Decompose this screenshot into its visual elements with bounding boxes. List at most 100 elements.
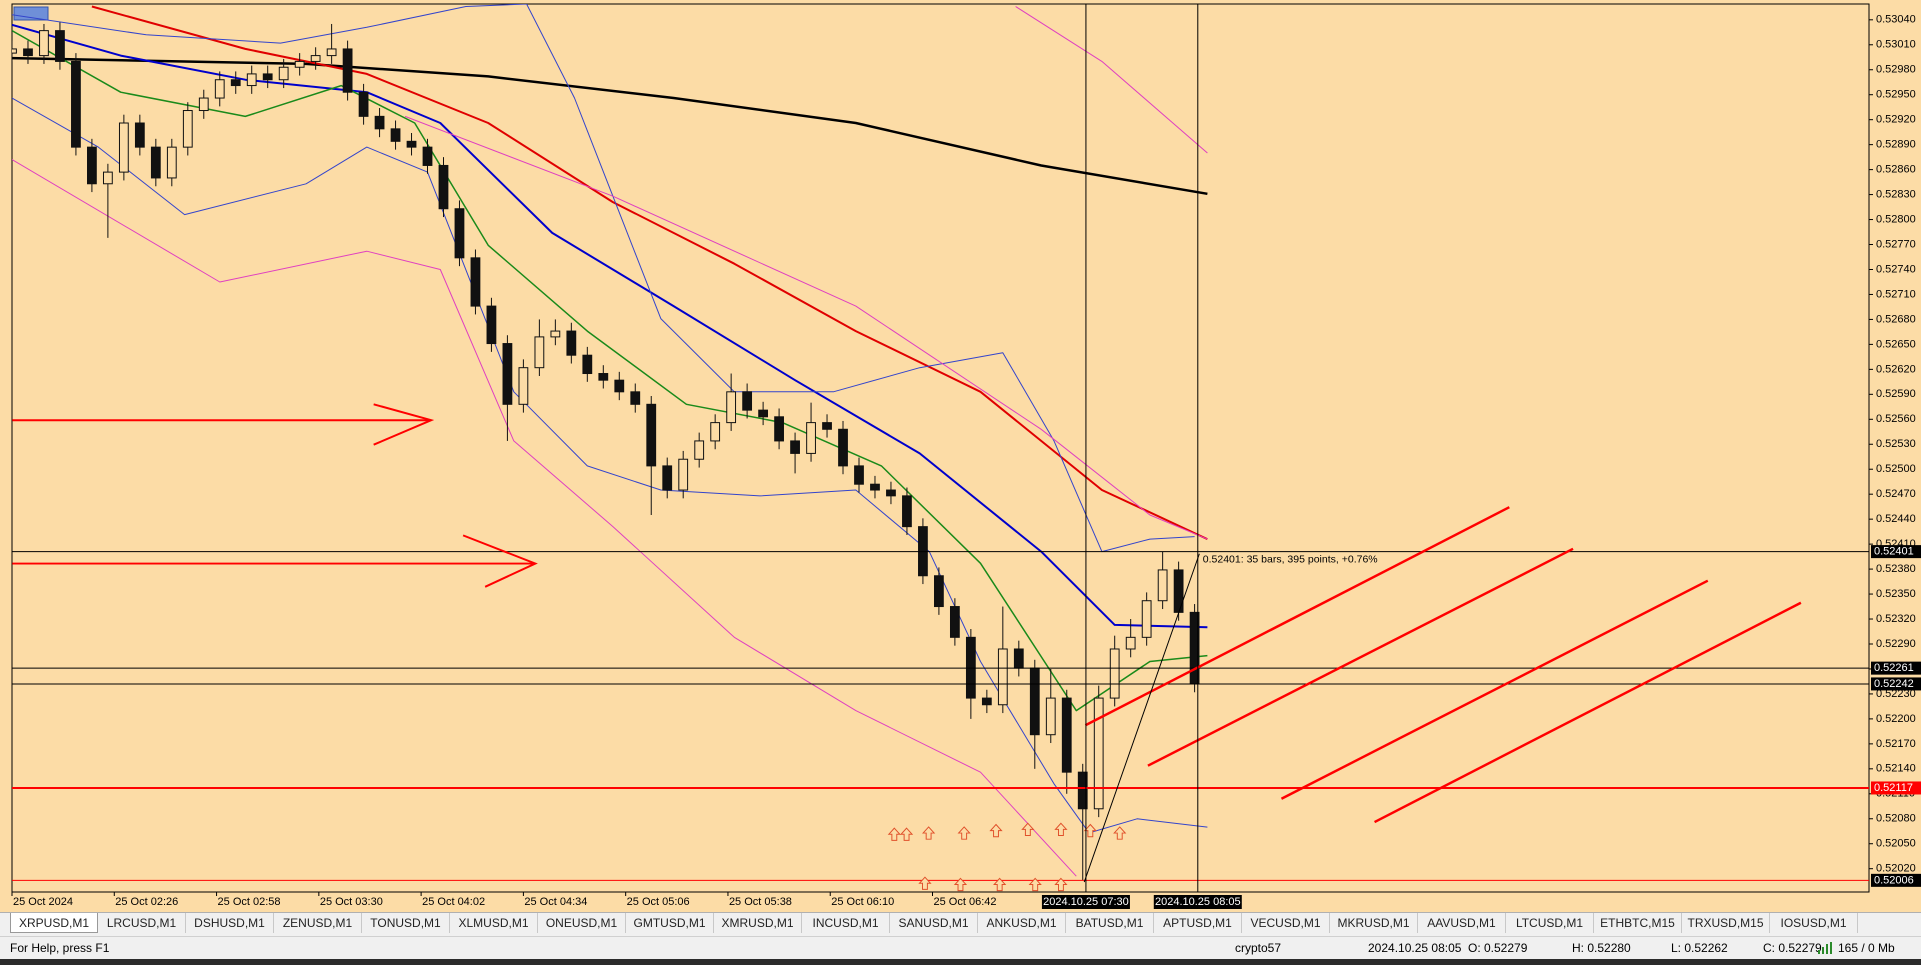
candle-body (550, 330, 561, 338)
y-tick-label: 0.53040 (1876, 14, 1916, 26)
y-tick-label: 0.52830 (1876, 188, 1916, 200)
y-tick-label: 0.52200 (1876, 713, 1916, 725)
symbol-tab[interactable]: DSHUSD,M1 (186, 913, 274, 933)
candle-body (838, 428, 848, 467)
candle-body (470, 257, 481, 307)
trend-line (1280, 579, 1709, 800)
candle-body (87, 146, 97, 185)
symbol-tab[interactable]: LRCUSD,M1 (98, 913, 186, 933)
candle-body (150, 146, 161, 179)
crosshair-label-bg (1153, 895, 1242, 909)
symbol-tab[interactable]: APTUSD,M1 (1154, 913, 1242, 933)
candle-body (166, 146, 177, 179)
symbol-tab[interactable]: XLMUSD,M1 (450, 913, 538, 933)
candle-body (390, 128, 401, 142)
y-tick-label: 0.52380 (1876, 563, 1916, 575)
indicator-line (12, 29, 1208, 712)
indicator-line (12, 97, 1208, 834)
symbol-tab[interactable]: XMRUSD,M1 (714, 913, 802, 933)
candle-body (230, 79, 241, 87)
candle-body (374, 115, 385, 130)
y-tick-label: 0.52050 (1876, 838, 1916, 850)
level-label: 0.52117 (1874, 782, 1913, 794)
y-tick-label: 0.52620 (1876, 363, 1916, 375)
candle-body (278, 66, 289, 81)
candle-body (1093, 697, 1104, 810)
symbol-tab[interactable]: INCUSD,M1 (802, 913, 890, 933)
y-tick-label: 0.52740 (1876, 263, 1916, 275)
y-tick-label: 0.52140 (1876, 763, 1916, 775)
candle-body (934, 575, 944, 608)
level-label: 0.52261 (1874, 662, 1914, 674)
candle-body (118, 122, 129, 173)
symbol-tab[interactable]: TONUSD,M1 (362, 913, 450, 933)
candle-body (454, 208, 465, 259)
crosshair-label-bg (1041, 895, 1130, 909)
x-tick-label: 25 Oct 04:02 (422, 896, 485, 908)
symbol-tab[interactable]: VECUSD,M1 (1242, 913, 1330, 933)
status-profile: crypto57 (1235, 941, 1282, 955)
candle-body (822, 422, 832, 430)
candle-body (1173, 569, 1184, 613)
candle-body (23, 48, 33, 57)
symbol-tab[interactable]: ANKUSD,M1 (978, 913, 1066, 933)
y-tick-label: 0.52470 (1876, 488, 1916, 500)
y-tick-label: 0.52770 (1876, 238, 1916, 250)
y-tick-label: 0.52230 (1876, 688, 1916, 700)
symbol-tab[interactable]: ZENUSD,M1 (274, 913, 362, 933)
indicator-line (12, 23, 1208, 629)
axes: 0.520200.520500.520800.521100.521400.521… (11, 4, 1921, 909)
symbol-tab[interactable]: IOSUSD,M1 (1770, 913, 1858, 933)
symbol-tab[interactable]: ONEUSD,M1 (538, 913, 626, 933)
indicator-line (91, 5, 1208, 541)
symbol-tab[interactable]: LTCUSD,M1 (1506, 913, 1594, 933)
x-tick-label: 25 Oct 02:58 (218, 896, 281, 908)
arrow-head (462, 534, 538, 588)
candle-body (39, 30, 49, 57)
candle-body (326, 48, 337, 57)
level-label: 0.52242 (1874, 678, 1914, 690)
crosshair-label: 2024.10.25 07:30 (1043, 896, 1129, 908)
candle-body (182, 110, 193, 148)
candle-body (294, 60, 305, 68)
candle-body (1157, 569, 1168, 602)
y-tick-label: 0.52650 (1876, 338, 1916, 350)
symbol-tab[interactable]: XRPUSD,M1 (10, 913, 98, 933)
status-open: O: 0.52279 (1468, 941, 1528, 955)
level-label: 0.52006 (1874, 874, 1914, 886)
y-tick-label: 0.52290 (1876, 638, 1916, 650)
candle-body (742, 391, 753, 411)
candle-body (726, 391, 737, 424)
candle-body (1109, 648, 1120, 699)
y-tick-label: 0.53010 (1876, 39, 1916, 51)
y-tick-label: 0.52680 (1876, 313, 1916, 325)
candle-body (55, 30, 65, 62)
level-label-bg (1871, 661, 1921, 675)
arrow-head (373, 403, 435, 446)
chart-background (0, 0, 1921, 912)
candle-body (806, 422, 816, 454)
indicator-line (12, 4, 1195, 553)
symbol-tab[interactable]: AAVUSD,M1 (1418, 913, 1506, 933)
y-tick-label: 0.52800 (1876, 213, 1916, 225)
candle-body (134, 122, 145, 148)
candle-body (518, 367, 529, 405)
symbol-tab[interactable]: TRXUSD,M15 (1682, 913, 1770, 933)
candle-body (438, 164, 449, 210)
symbol-tab[interactable]: BATUSD,M1 (1066, 913, 1154, 933)
drawings (12, 403, 1802, 892)
plot-frame (11, 3, 1870, 893)
candle-body (646, 403, 657, 467)
candle-body (1045, 697, 1056, 736)
candle-body (566, 330, 577, 356)
candle-body (1125, 636, 1136, 650)
candle-body (422, 146, 433, 166)
symbol-tab[interactable]: GMTUSD,M1 (626, 913, 714, 933)
symbol-tab[interactable]: SANUSD,M1 (890, 913, 978, 933)
indicator-line (1015, 6, 1208, 154)
symbol-tab[interactable]: ETHBTC,M15 (1594, 913, 1682, 933)
y-tick-label: 0.52350 (1876, 588, 1916, 600)
y-tick-label: 0.52440 (1876, 513, 1916, 525)
symbol-tab[interactable]: MKRUSD,M1 (1330, 913, 1418, 933)
